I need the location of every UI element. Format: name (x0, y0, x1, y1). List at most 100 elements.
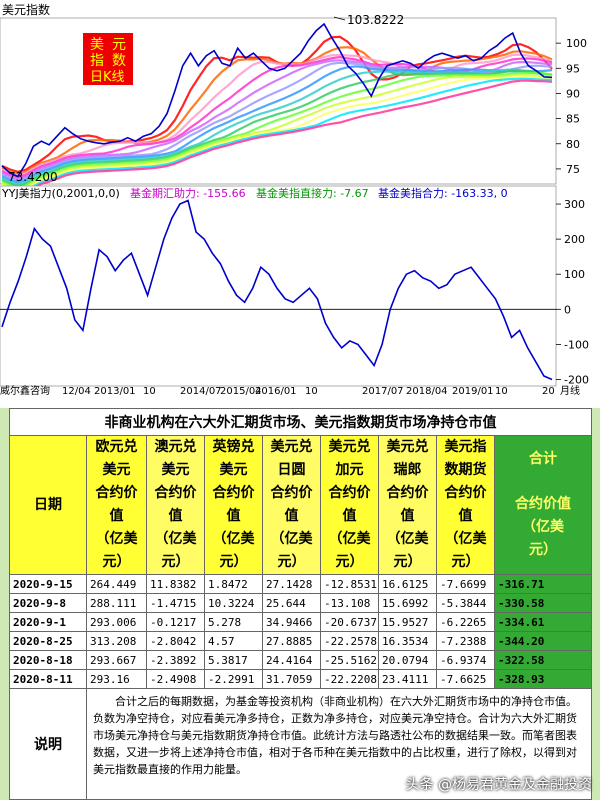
row-value: 16.3534 (378, 631, 437, 651)
badge-char-3: 指 (90, 53, 104, 69)
y-tick-label: -100 (564, 338, 589, 351)
header-line: 合约价 (95, 485, 138, 501)
y-tick-label: 90 (566, 87, 580, 100)
ma-ribbon (1, 74, 553, 191)
panel-title: 美元指数 (2, 2, 50, 17)
x-axis: 威尔鑫咨询 12/04 2013/01 10 2014/072015/042016/01… (0, 384, 580, 395)
row-value: 264.449 (86, 574, 147, 594)
header-date: 日期 (9, 435, 87, 575)
header-line: 合约价 (212, 485, 255, 501)
ma-ribbon (1, 68, 553, 186)
y-tick-label: 85 (566, 113, 580, 126)
row-sum: -316.71 (493, 574, 593, 594)
table-title: 非商业机构在六大外汇期货市场、美元指数期货市场净持仓市值 (8, 408, 593, 436)
row-value: 313.208 (86, 631, 147, 651)
header-line: 合约价 (270, 485, 313, 501)
row-date: 2020-8-18 (9, 650, 87, 670)
header-line: 加元 (335, 462, 364, 478)
row-date: 2020-9-8 (9, 593, 87, 613)
badge-char-1: 美 (90, 37, 104, 53)
x-tick-label: 12/04 (62, 386, 91, 395)
legend-boost: 基金期汇助力: -155.66 (130, 186, 246, 200)
row-value: 5.3817 (204, 650, 263, 670)
header-col-3: 英镑兑 美元 合约价值 （亿美 元） (204, 435, 263, 575)
sum-header-line: 合计 (529, 451, 558, 467)
row-value: 24.4164 (262, 650, 321, 670)
row-value: 20.0794 (378, 650, 437, 670)
header-line: （亿美 (154, 531, 197, 547)
header-line: 元） (393, 554, 422, 570)
header-line: 值 (226, 508, 241, 524)
x-tick-label: 10 (143, 386, 156, 395)
header-line: 美元兑 (386, 439, 429, 455)
header-line: 值 (342, 508, 357, 524)
row-value: -2.2991 (204, 669, 263, 689)
row-value: 293.16 (86, 669, 147, 689)
badge-char-4: 数 (112, 53, 126, 69)
header-line: 值 (458, 508, 473, 524)
row-value: 27.8885 (262, 631, 321, 651)
sum-header-line: 元） (529, 542, 558, 558)
table-row: 2020-8-25 313.208 -2.8042 4.57 27.8885 -22.25… (9, 631, 593, 651)
max-label: 103.8222 (347, 13, 404, 27)
top-chart: 美元指数 美 元 指 数 日K线 103.8222 73.4200 100959… (0, 0, 600, 395)
row-value: 31.7059 (262, 669, 321, 689)
min-label: 73.4200 (8, 170, 58, 184)
row-value: 5.278 (204, 612, 263, 632)
header-line: （亿美 (386, 531, 429, 547)
indicator-title: YYJ美指力(0,2001,0,0) (1, 186, 120, 200)
header-line: （亿美 (328, 531, 371, 547)
row-value: -7.6625 (436, 669, 495, 689)
x-tick-label: 2014/07 (180, 386, 222, 395)
header-line: 元） (335, 554, 364, 570)
moving-average-ribbons (1, 35, 553, 196)
table-row: 2020-9-1 293.006 -0.1217 5.278 34.9466 -20.67… (9, 612, 593, 632)
row-value: -25.5162 (320, 650, 379, 670)
note-text: 合计之后的每期数据，为基金等投资机构（非商业机构）在六大外汇期货市场中的净持仓市… (85, 688, 593, 800)
row-value: 10.3224 (204, 593, 263, 613)
legend-total: 基金美指合力: -163.33, 0 (378, 186, 508, 200)
x-tick-label: 10 (305, 386, 318, 395)
header-line: 元） (277, 554, 306, 570)
row-value: -7.2388 (436, 631, 495, 651)
row-date: 2020-9-15 (9, 574, 87, 594)
header-line: 美元指 (444, 439, 487, 455)
row-date: 2020-8-25 (9, 631, 87, 651)
row-value: 15.9527 (378, 612, 437, 632)
badge-char-2: 元 (112, 37, 126, 53)
row-value: 11.8382 (146, 574, 205, 594)
ma-ribbon (1, 61, 553, 182)
row-sum: -328.93 (493, 669, 593, 689)
row-value: 27.1428 (262, 574, 321, 594)
header-line: 合约价 (386, 485, 429, 501)
row-value: -22.2208 (320, 669, 379, 689)
header-line: 值 (168, 508, 183, 524)
header-line: 美元兑 (328, 439, 371, 455)
row-sum: -330.58 (493, 593, 593, 613)
x-tick-label: 月线 (560, 384, 580, 395)
x-tick-label: 10 (495, 386, 508, 395)
header-line: 美元 (219, 462, 248, 478)
row-sum: -334.61 (493, 612, 593, 632)
header-line: 瑞郎 (393, 462, 422, 478)
header-line: 日圆 (277, 462, 306, 478)
row-value: -20.6737 (320, 612, 379, 632)
row-value: -13.108 (320, 593, 379, 613)
table-row: 2020-9-8 288.111 -1.4715 10.3224 25.644 -13.1… (9, 593, 593, 613)
row-value: 4.57 (204, 631, 263, 651)
header-line: 值 (400, 508, 415, 524)
header-line: 美元兑 (270, 439, 313, 455)
header-col-1: 欧元兑 美元 合约价值 （亿美 元） (86, 435, 147, 575)
header-line: 元） (451, 554, 480, 570)
header-line: 值 (109, 508, 124, 524)
x-tick-label: 2016/01 (255, 386, 297, 395)
row-sum: -322.58 (493, 650, 593, 670)
ma-ribbon (1, 77, 553, 195)
indicator-line (1, 199, 553, 381)
row-value: 25.644 (262, 593, 321, 613)
row-value: 15.6992 (378, 593, 437, 613)
header-col-4: 美元兑 日圆 合约价值 （亿美 元） (262, 435, 321, 575)
header-line: 欧元兑 (95, 439, 138, 455)
x-tick-label: 威尔鑫咨询 (0, 384, 50, 395)
row-value: -6.9374 (436, 650, 495, 670)
